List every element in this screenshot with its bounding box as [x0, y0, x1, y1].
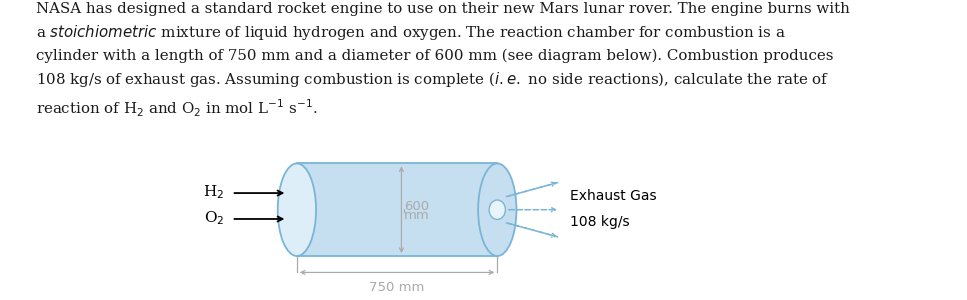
Text: Exhaust Gas: Exhaust Gas [571, 189, 657, 203]
Text: NASA has designed a standard rocket engine to use on their new Mars lunar rover.: NASA has designed a standard rocket engi… [36, 2, 849, 119]
Text: O$_2$: O$_2$ [204, 209, 224, 227]
Ellipse shape [278, 164, 316, 256]
Ellipse shape [478, 164, 516, 256]
Ellipse shape [489, 200, 506, 219]
Text: 108 kg/s: 108 kg/s [571, 215, 630, 229]
Text: mm: mm [404, 209, 429, 222]
Text: 600: 600 [404, 200, 429, 213]
Text: 750 mm: 750 mm [369, 281, 425, 294]
Text: H$_2$: H$_2$ [203, 183, 224, 201]
Polygon shape [297, 164, 497, 256]
